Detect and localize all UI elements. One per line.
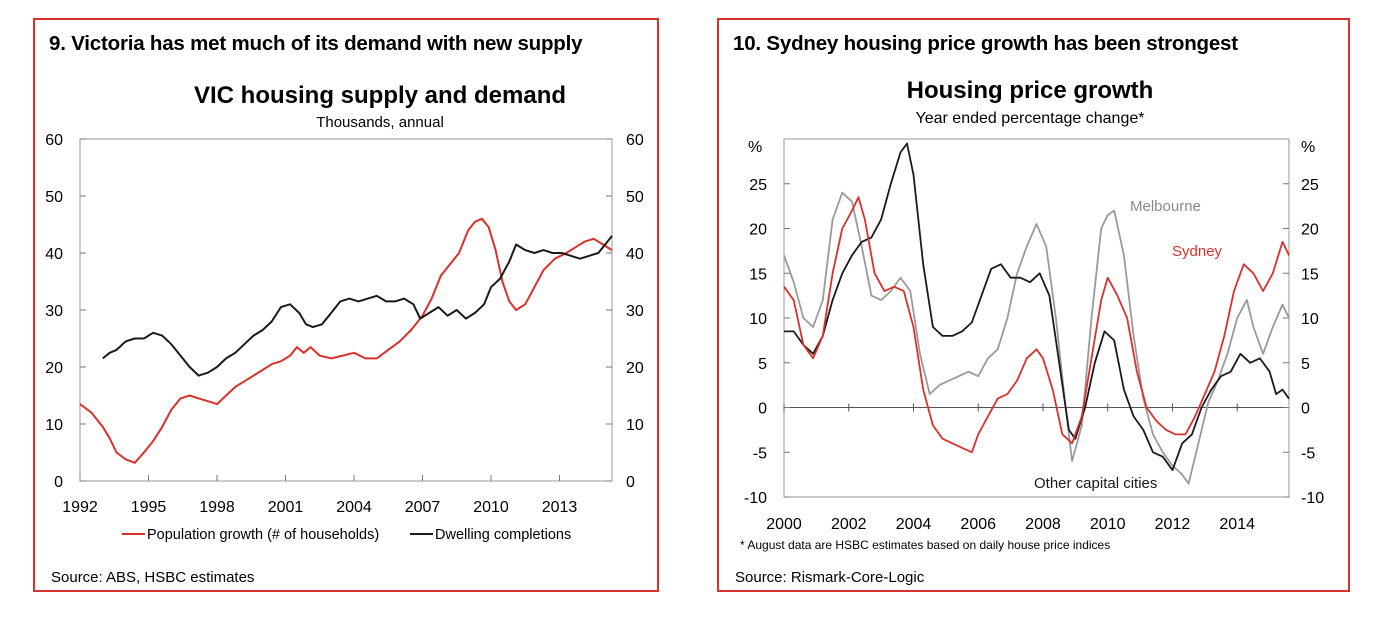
x-tick-label: 2002 (831, 516, 867, 533)
y-tick-label-right: 30 (626, 303, 644, 320)
y-tick-label-left: 15 (749, 266, 767, 283)
y-tick-label-right: 60 (626, 132, 644, 149)
y-tick-label-right: 40 (626, 246, 644, 263)
y-tick-label-left: 5 (758, 356, 767, 373)
y-unit-left: % (748, 139, 762, 156)
x-tick-label: 2004 (336, 499, 372, 516)
y-tick-label-right: -10 (1301, 490, 1324, 507)
x-tick-label: 2010 (473, 499, 509, 516)
chart-title: Housing price growth (907, 77, 1154, 104)
x-tick-label: 2004 (896, 516, 932, 533)
footnote: * August data are HSBC estimates based o… (740, 538, 1110, 552)
panel-heading: 10. Sydney housing price growth has been… (733, 32, 1238, 55)
y-tick-label-left: 40 (45, 246, 63, 263)
y-tick-label-left: 60 (45, 132, 63, 149)
x-tick-label: 2007 (405, 499, 441, 516)
y-tick-label-left: 20 (749, 222, 767, 239)
series-label-melbourne: Melbourne (1130, 198, 1201, 215)
x-tick-label: 2010 (1090, 516, 1126, 533)
y-tick-label-right: 0 (626, 474, 635, 491)
x-tick-label: 1995 (131, 499, 167, 516)
y-tick-label-left: 30 (45, 303, 63, 320)
y-tick-label-left: 10 (45, 417, 63, 434)
x-tick-label: 1998 (199, 499, 235, 516)
y-tick-label-left: 50 (45, 189, 63, 206)
y-tick-label-left: 20 (45, 360, 63, 377)
y-tick-label-right: 20 (1301, 222, 1319, 239)
x-tick-label: 2000 (766, 516, 802, 533)
legend-label-dwelling: Dwelling completions (435, 527, 571, 543)
source-note: Source: Rismark-Core-Logic (735, 569, 925, 586)
y-tick-label-left: 0 (758, 401, 767, 418)
dwelling-completions-line (102, 235, 613, 377)
x-tick-label: 1992 (62, 499, 98, 516)
y-tick-label-right: 5 (1301, 356, 1310, 373)
y-tick-label-right: 20 (626, 360, 644, 377)
y-tick-label-right: 15 (1301, 266, 1319, 283)
x-tick-label: 2008 (1025, 516, 1061, 533)
y-tick-label-left: 0 (54, 474, 63, 491)
series-label-other-capitals: Other capital cities (1034, 475, 1157, 492)
other-capital-cities-line (784, 142, 1290, 471)
chart-subtitle: Thousands, annual (316, 114, 444, 131)
x-tick-label: 2012 (1155, 516, 1191, 533)
panel-heading: 9. Victoria has met much of its demand w… (49, 32, 583, 55)
y-tick-label-right: 25 (1301, 177, 1319, 194)
y-tick-label-left: 25 (749, 177, 767, 194)
chart-subtitle: Year ended percentage change* (916, 110, 1145, 127)
chart-panel-vic: 9. Victoria has met much of its demand w… (33, 18, 659, 592)
y-unit-right: % (1301, 139, 1315, 156)
population-growth-line (79, 217, 613, 464)
x-tick-label: 2014 (1219, 516, 1255, 533)
source-note: Source: ABS, HSBC estimates (51, 569, 255, 586)
melbourne-line (783, 191, 1290, 485)
x-tick-label: 2006 (960, 516, 996, 533)
y-tick-label-left: -10 (744, 490, 767, 507)
y-tick-label-right: 50 (626, 189, 644, 206)
plot-area (783, 138, 1290, 498)
sydney-line (783, 196, 1290, 454)
y-tick-label-left: -5 (753, 445, 767, 462)
chart-title: VIC housing supply and demand (194, 82, 566, 109)
y-tick-label-right: 0 (1301, 401, 1310, 418)
series-label-sydney: Sydney (1172, 243, 1223, 260)
y-tick-label-right: -5 (1301, 445, 1315, 462)
legend-label-population: Population growth (# of households) (147, 527, 379, 543)
y-tick-label-right: 10 (1301, 311, 1319, 328)
x-tick-label: 2001 (268, 499, 304, 516)
y-tick-label-right: 10 (626, 417, 644, 434)
y-tick-label-left: 10 (749, 311, 767, 328)
x-tick-label: 2013 (542, 499, 578, 516)
